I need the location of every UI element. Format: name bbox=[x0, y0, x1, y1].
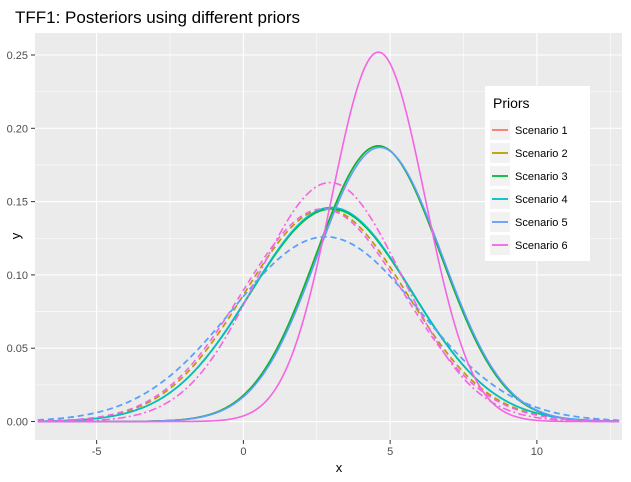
legend-title: Priors bbox=[493, 95, 530, 111]
series-4 bbox=[37, 206, 620, 423]
y-tick-label: 0.00 bbox=[7, 417, 28, 429]
series-6 bbox=[37, 51, 620, 423]
legend-label: Scenario 5 bbox=[515, 217, 568, 229]
legend-item: Scenario 2 bbox=[490, 143, 568, 163]
legend-label: Scenario 3 bbox=[515, 171, 568, 183]
x-tick-label: 0 bbox=[240, 446, 246, 458]
legend: Priors Scenario 1 Scenario 2 Scenario 3 Sce… bbox=[485, 86, 590, 261]
legend-label: Scenario 6 bbox=[515, 240, 568, 252]
series-line bbox=[37, 51, 620, 423]
y-tick-label: 0.20 bbox=[7, 123, 28, 135]
legend-label: Scenario 2 bbox=[515, 148, 568, 160]
legend-item: Scenario 3 bbox=[490, 166, 568, 186]
legend-label: Scenario 4 bbox=[515, 194, 568, 206]
x-axis-title: x bbox=[336, 460, 343, 475]
chart-title: TFF1: Posteriors using different priors bbox=[15, 8, 300, 27]
legend-item: Scenario 4 bbox=[490, 189, 568, 209]
legend-item: Scenario 6 bbox=[490, 235, 568, 255]
legend-item: Scenario 5 bbox=[490, 212, 568, 232]
legend-label: Scenario 1 bbox=[515, 125, 568, 137]
y-tick-label: 0.15 bbox=[7, 197, 28, 209]
x-tick-label: 10 bbox=[531, 446, 543, 458]
grid-major bbox=[35, 33, 622, 440]
x-tick-label: 5 bbox=[387, 446, 393, 458]
y-axis-title: y bbox=[8, 232, 23, 239]
series-line bbox=[37, 206, 620, 423]
legend-item: Scenario 1 bbox=[490, 120, 568, 140]
y-tick-label: 0.10 bbox=[7, 270, 28, 282]
y-axis: 0.00 0.05 0.10 0.15 0.20 0.25 bbox=[7, 50, 35, 429]
x-axis: -5 0 5 10 bbox=[92, 440, 543, 458]
series-line bbox=[37, 181, 620, 423]
y-tick-label: 0.05 bbox=[7, 343, 28, 355]
series-curves bbox=[37, 51, 620, 423]
y-tick-label: 0.25 bbox=[7, 50, 28, 62]
x-tick-label: -5 bbox=[92, 446, 102, 458]
